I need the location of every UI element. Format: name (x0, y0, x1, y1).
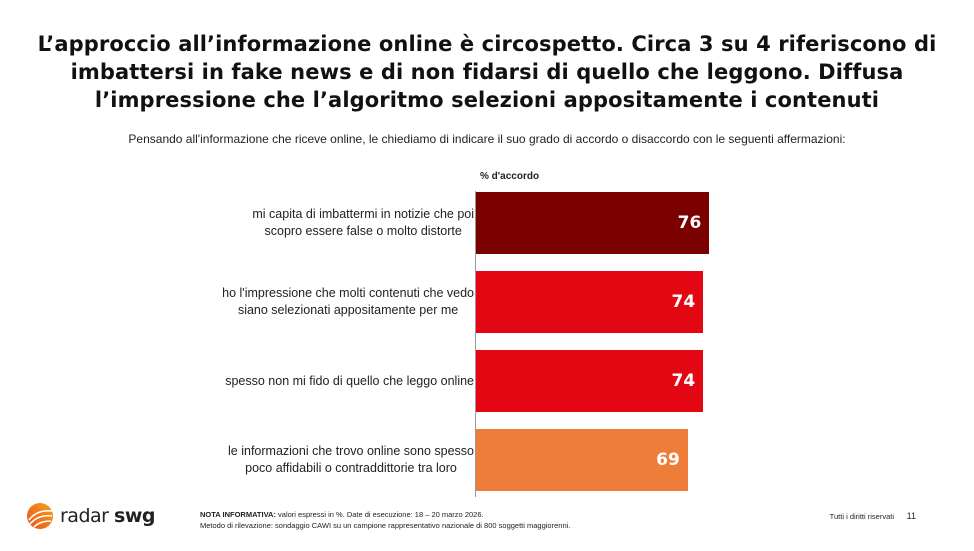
logo-wordmark: radar swg (60, 505, 155, 527)
radar-swg-logo: radar swg (26, 502, 155, 530)
rights-text: Tutti i diritti riservati (829, 512, 894, 521)
logo-swg-text: swg (114, 505, 155, 527)
category-label-text: ho l'impressione che molti contenuti che… (222, 286, 474, 317)
bar-value-label: 76 (677, 213, 702, 233)
chart-row: mi capita di imbattermi in notizie che p… (0, 192, 974, 254)
chart-row: spesso non mi fido di quello che leggo o… (0, 350, 974, 412)
methodology-note: NOTA INFORMATIVA: valori espressi in %. … (200, 509, 570, 531)
method-text: Metodo di rilevazione: sondaggio CAWI su… (200, 521, 571, 530)
category-label-text: le informazioni che trovo online sono sp… (228, 444, 474, 475)
chart-axis-line (475, 191, 476, 497)
category-label: le informazioni che trovo online sono sp… (154, 429, 474, 491)
bar-value-label: 74 (671, 371, 696, 391)
category-label-text: mi capita di imbattermi in notizie che p… (252, 207, 474, 238)
bar-value-label: 69 (656, 450, 680, 470)
category-label: spesso non mi fido di quello che leggo o… (154, 350, 474, 412)
logo-radar-text: radar (60, 505, 109, 527)
bar-value-label: 74 (671, 292, 696, 312)
page-subtitle: Pensando all'informazione che riceve onl… (128, 132, 846, 146)
page-title: L’approccio all’informazione online è ci… (37, 32, 937, 112)
chart-row: ho l'impressione che molti contenuti che… (0, 271, 974, 333)
chart-row: le informazioni che trovo online sono sp… (0, 429, 974, 491)
page-number: 11 (906, 511, 916, 521)
category-label: mi capita di imbattermi in notizie che p… (154, 192, 474, 254)
column-header: % d'accordo (480, 171, 540, 182)
radar-logo-icon (27, 503, 53, 529)
bar: 74 (476, 271, 704, 333)
bar: 74 (476, 350, 704, 412)
bar: 69 (476, 429, 688, 491)
note-label: NOTA INFORMATIVA: (200, 510, 276, 519)
bar: 76 (476, 192, 710, 254)
category-label: ho l'impressione che molti contenuti che… (154, 271, 474, 333)
bar-chart: % d'accordo mi capita di imbattermi in n… (0, 165, 974, 497)
note-text: valori espressi in %. Date di esecuzione… (275, 510, 484, 519)
category-label-text: spesso non mi fido di quello che leggo o… (225, 373, 474, 388)
